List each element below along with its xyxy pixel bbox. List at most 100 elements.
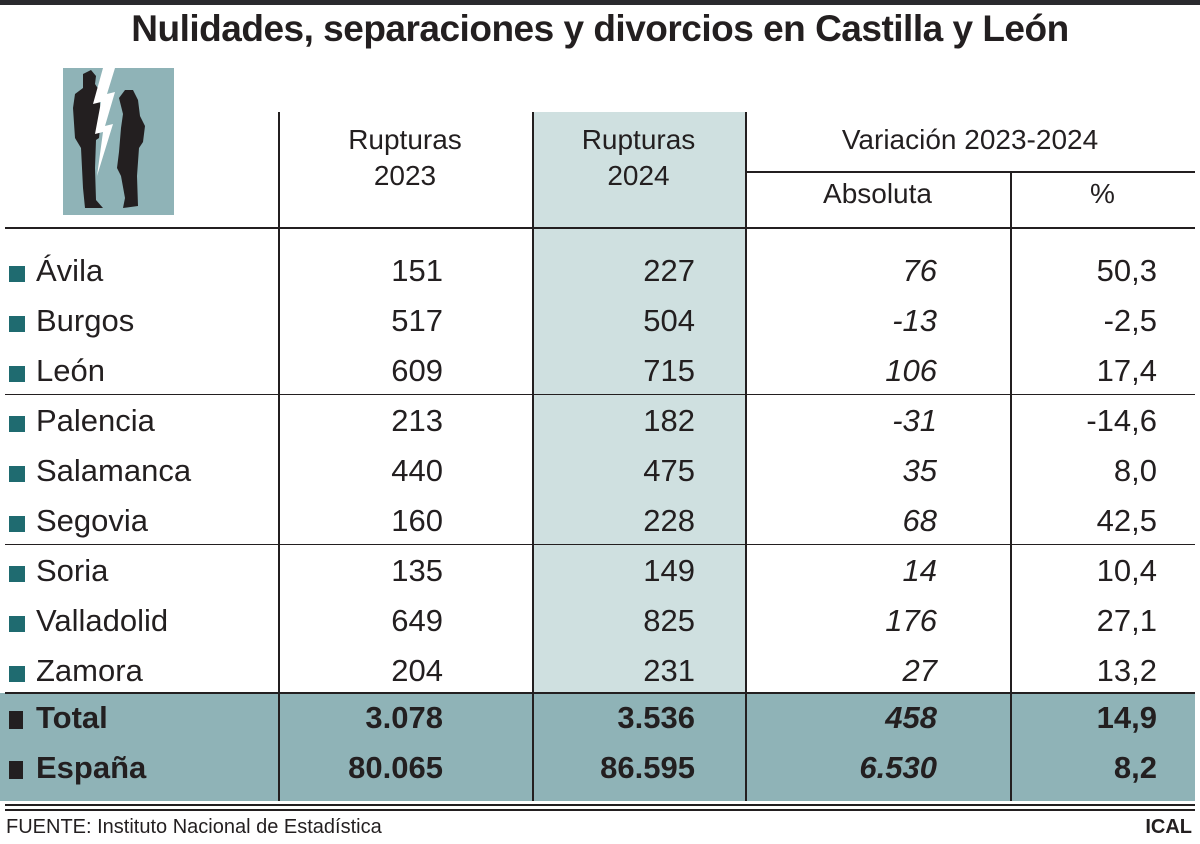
row-label: Ávila bbox=[36, 253, 104, 288]
header-variacion: Variación 2023-2024 bbox=[841, 124, 1099, 155]
cell-variacion-absoluta: 35 bbox=[902, 453, 937, 488]
cell-variacion-percent: 50,3 bbox=[1096, 253, 1157, 288]
row-label: Segovia bbox=[36, 503, 149, 538]
bottom-rule bbox=[5, 804, 1195, 806]
cell-variacion-absoluta: 176 bbox=[885, 603, 937, 638]
row-label: Zamora bbox=[36, 653, 143, 688]
cell-variacion-percent: -2,5 bbox=[1103, 303, 1157, 338]
bullet-square-icon bbox=[9, 711, 23, 729]
cell-rupturas-2023: 609 bbox=[391, 353, 443, 388]
bullet-square-icon bbox=[9, 416, 25, 432]
header-line: 2024 bbox=[607, 160, 670, 191]
header-percent: % bbox=[1090, 178, 1115, 209]
table-row: Valladolid 649 825 176 27,1 bbox=[0, 597, 1195, 647]
table-row: Soria 135 149 14 10,4 bbox=[0, 547, 1195, 597]
couple-breakup-lightning-icon bbox=[63, 68, 174, 215]
bullet-square-icon bbox=[9, 616, 25, 632]
cell-rupturas-2023: 160 bbox=[391, 503, 443, 538]
cell-variacion-absoluta: 6.530 bbox=[859, 750, 937, 785]
cell-rupturas-2024: 149 bbox=[643, 553, 695, 588]
cell-variacion-percent: 13,2 bbox=[1096, 653, 1157, 688]
credit: ICAL bbox=[1145, 816, 1192, 838]
header-rupturas-2023: Rupturas 2023 bbox=[278, 122, 532, 194]
bullet-square-icon bbox=[9, 266, 25, 282]
cell-variacion-absoluta: 76 bbox=[902, 253, 937, 288]
cell-rupturas-2023: 204 bbox=[391, 653, 443, 688]
chart-title: Nulidades, separaciones y divorcios en C… bbox=[131, 8, 1069, 49]
cell-variacion-percent: 17,4 bbox=[1096, 353, 1157, 388]
cell-rupturas-2023: 649 bbox=[391, 603, 443, 638]
group-rule bbox=[5, 394, 1195, 395]
totals-rule bbox=[5, 692, 1195, 694]
cell-rupturas-2024: 227 bbox=[643, 253, 695, 288]
header-line: Rupturas bbox=[581, 124, 696, 155]
cell-rupturas-2023: 151 bbox=[391, 253, 443, 288]
cell-rupturas-2024: 228 bbox=[643, 503, 695, 538]
cell-variacion-percent: -14,6 bbox=[1086, 403, 1157, 438]
row-label: España bbox=[36, 750, 147, 785]
column-divider bbox=[1010, 172, 1012, 801]
cell-rupturas-2023: 80.065 bbox=[348, 750, 443, 785]
bullet-square-icon bbox=[9, 761, 23, 779]
group-header-rule bbox=[745, 171, 1195, 173]
table-row: Palencia 213 182 -31 -14,6 bbox=[0, 397, 1195, 447]
row-label: Total bbox=[36, 700, 108, 735]
row-label: Burgos bbox=[36, 303, 135, 338]
header-absoluta: Absoluta bbox=[823, 178, 932, 209]
cell-rupturas-2024: 86.595 bbox=[600, 750, 695, 785]
cell-variacion-absoluta: 14 bbox=[902, 553, 937, 588]
header-rule bbox=[5, 227, 1195, 229]
row-label: Valladolid bbox=[36, 603, 169, 638]
cell-rupturas-2024: 715 bbox=[643, 353, 695, 388]
cell-variacion-absoluta: -13 bbox=[892, 303, 937, 338]
cell-variacion-percent: 42,5 bbox=[1096, 503, 1157, 538]
bullet-square-icon bbox=[9, 466, 25, 482]
cell-rupturas-2024: 504 bbox=[643, 303, 695, 338]
cell-rupturas-2024: 182 bbox=[643, 403, 695, 438]
bullet-square-icon bbox=[9, 666, 25, 682]
cell-variacion-percent: 10,4 bbox=[1096, 553, 1157, 588]
table-row: Salamanca 440 475 35 8,0 bbox=[0, 447, 1195, 497]
cell-rupturas-2024: 475 bbox=[643, 453, 695, 488]
row-label: Salamanca bbox=[36, 453, 192, 488]
header-line: 2023 bbox=[373, 160, 437, 191]
table-row: Total 3.078 3.536 458 14,9 bbox=[0, 694, 1195, 744]
cell-rupturas-2023: 440 bbox=[391, 453, 443, 488]
cell-rupturas-2024: 825 bbox=[643, 603, 695, 638]
cell-rupturas-2023: 3.078 bbox=[365, 700, 443, 735]
source-note: FUENTE: Instituto Nacional de Estadístic… bbox=[6, 816, 382, 838]
cell-variacion-percent: 8,2 bbox=[1113, 750, 1157, 785]
cell-variacion-percent: 8,0 bbox=[1113, 453, 1157, 488]
column-divider bbox=[745, 112, 747, 801]
cell-variacion-absoluta: 27 bbox=[902, 653, 937, 688]
bullet-square-icon bbox=[9, 516, 25, 532]
top-rule bbox=[0, 0, 1200, 5]
header-rupturas-2024: Rupturas 2024 bbox=[532, 122, 745, 194]
column-divider bbox=[532, 112, 534, 801]
row-label: León bbox=[36, 353, 105, 388]
cell-variacion-absoluta: 106 bbox=[885, 353, 937, 388]
table-row: Burgos 517 504 -13 -2,5 bbox=[0, 297, 1195, 347]
bullet-square-icon bbox=[9, 366, 25, 382]
cell-variacion-absoluta: -31 bbox=[892, 403, 937, 438]
highlight-column-2024 bbox=[532, 112, 745, 693]
cell-variacion-absoluta: 458 bbox=[885, 700, 937, 735]
table-row: Segovia 160 228 68 42,5 bbox=[0, 497, 1195, 547]
cell-rupturas-2024: 3.536 bbox=[617, 700, 695, 735]
table-row: España 80.065 86.595 6.530 8,2 bbox=[0, 744, 1195, 794]
cell-rupturas-2023: 135 bbox=[391, 553, 443, 588]
table-row: León 609 715 106 17,4 bbox=[0, 347, 1195, 397]
cell-variacion-percent: 14,9 bbox=[1096, 700, 1157, 735]
row-label: Soria bbox=[36, 553, 109, 588]
table-row: Ávila 151 227 76 50,3 bbox=[0, 247, 1195, 297]
bottom-rule bbox=[5, 809, 1195, 811]
header-line: Rupturas bbox=[348, 124, 462, 155]
row-label: Palencia bbox=[36, 403, 155, 438]
cell-variacion-absoluta: 68 bbox=[902, 503, 937, 538]
cell-variacion-percent: 27,1 bbox=[1096, 603, 1157, 638]
bullet-square-icon bbox=[9, 316, 25, 332]
bullet-square-icon bbox=[9, 566, 25, 582]
cell-rupturas-2024: 231 bbox=[643, 653, 695, 688]
column-divider bbox=[278, 112, 280, 801]
totals-band bbox=[0, 693, 1195, 801]
